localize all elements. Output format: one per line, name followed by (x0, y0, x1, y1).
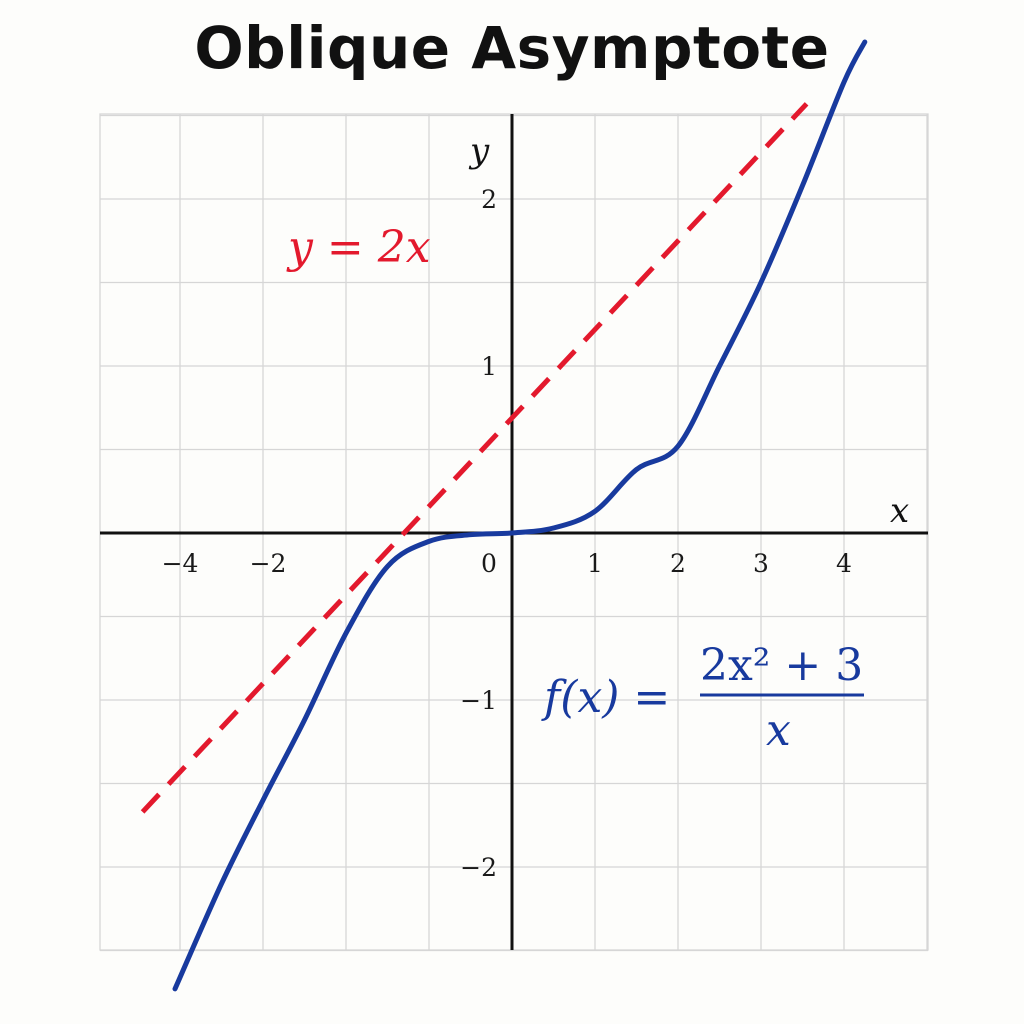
x-tick-label: 3 (753, 549, 769, 578)
function-curve (172, 39, 868, 992)
chart-title: Oblique Asymptote (194, 14, 830, 82)
y-tick-label: −1 (460, 686, 497, 715)
y-tick-label: 1 (481, 352, 497, 381)
function-lhs: f(x) = (541, 672, 670, 723)
asymptote-line (140, 102, 809, 814)
x-tick-label: −2 (250, 549, 287, 578)
y-tick-label: 2 (481, 185, 497, 214)
function-denominator: x (766, 705, 791, 756)
y-tick-label: −2 (460, 853, 497, 882)
y-axis-label: y (468, 131, 490, 171)
x-tick-label: 1 (587, 549, 603, 578)
tick-labels: −4 −2 0 1 2 3 4 2 1 −1 −2 (162, 185, 852, 882)
function-label: f(x) = 2x² + 3 x (541, 640, 864, 756)
x-axis-label: x (890, 491, 909, 531)
x-tick-label: −4 (162, 549, 199, 578)
function-numerator: 2x² + 3 (700, 640, 863, 691)
asymptote-label: y = 2x (286, 222, 431, 273)
x-tick-label: 2 (670, 549, 686, 578)
x-tick-label: 0 (481, 549, 497, 578)
x-tick-label: 4 (836, 549, 852, 578)
series-group (140, 39, 868, 992)
